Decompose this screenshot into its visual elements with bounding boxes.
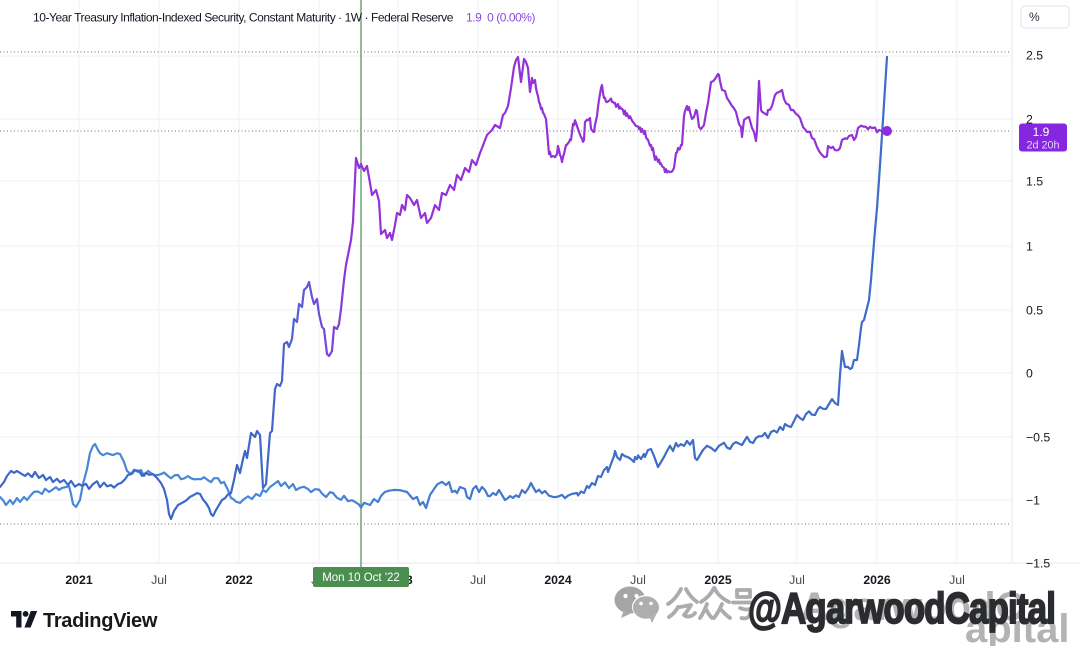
- svg-text:2024: 2024: [544, 573, 572, 587]
- svg-text:2026: 2026: [863, 573, 891, 587]
- svg-text:Jul: Jul: [630, 573, 646, 587]
- svg-text:apital: apital: [965, 607, 1069, 646]
- svg-text:Jul: Jul: [949, 573, 965, 587]
- svg-text:0: 0: [1026, 367, 1033, 381]
- svg-text:1.5: 1.5: [1026, 175, 1043, 189]
- svg-text:2025: 2025: [704, 573, 732, 587]
- svg-text:2.5: 2.5: [1026, 49, 1043, 63]
- svg-text:2: 2: [1026, 113, 1033, 127]
- svg-text:−1: −1: [1026, 494, 1040, 508]
- svg-text:Jul: Jul: [151, 573, 167, 587]
- svg-text:1: 1: [1026, 240, 1033, 254]
- svg-text:2021: 2021: [65, 573, 93, 587]
- svg-text:Jul: Jul: [789, 573, 805, 587]
- svg-text:−0.5: −0.5: [1026, 431, 1050, 445]
- svg-text:2022: 2022: [225, 573, 253, 587]
- svg-text:AgarwoodC: AgarwoodC: [800, 585, 1024, 629]
- svg-text:Mon 10 Oct '22: Mon 10 Oct '22: [322, 572, 400, 584]
- svg-text:1.9: 1.9: [1033, 125, 1050, 139]
- svg-text:1.9 0 (0.00%): 1.9 0 (0.00%): [466, 11, 536, 25]
- svg-text:10-Year Treasury Inflation-Ind: 10-Year Treasury Inflation-Indexed Secur…: [33, 11, 454, 25]
- svg-text:TradingView: TradingView: [43, 610, 158, 632]
- svg-text:0.5: 0.5: [1026, 304, 1043, 318]
- svg-text:−1.5: −1.5: [1026, 557, 1050, 571]
- svg-text:Jul: Jul: [470, 573, 486, 587]
- svg-text:2d 20h: 2d 20h: [1026, 140, 1059, 152]
- svg-text:%: %: [1029, 10, 1040, 24]
